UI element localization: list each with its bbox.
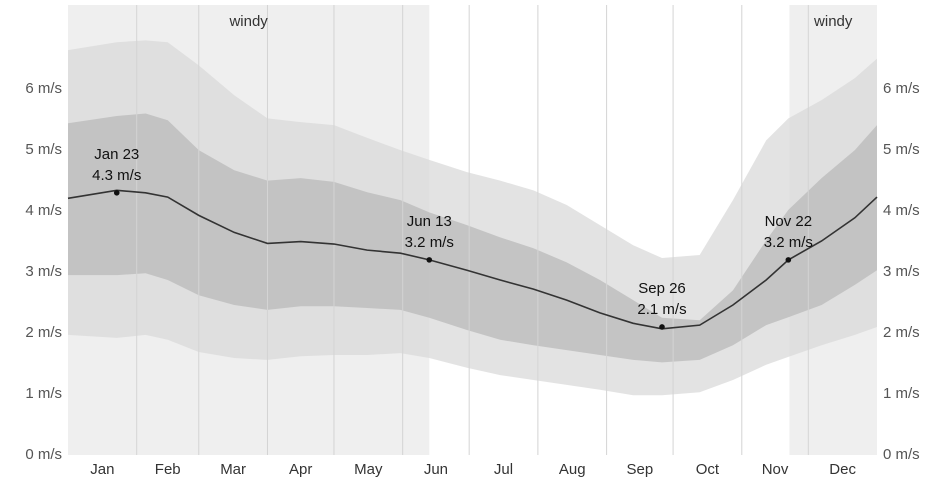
median-line xyxy=(67,189,878,330)
y2-tick-label: 0 m/s xyxy=(883,446,920,463)
region-label: windy xyxy=(228,13,268,30)
annotation-dot xyxy=(113,190,120,196)
y2-tick-label: 1 m/s xyxy=(883,385,920,402)
annotation-value: 4.3 m/s xyxy=(92,167,141,184)
x-tick-label: Nov xyxy=(762,461,789,478)
annotation-date: Nov 22 xyxy=(765,213,813,230)
x-tick-label: Aug xyxy=(559,461,586,478)
y-tick-label: 0 m/s xyxy=(25,446,62,463)
x-tick-label: Apr xyxy=(289,461,312,478)
annotation-date: Jun 13 xyxy=(407,213,452,230)
region-label: windy xyxy=(813,13,853,30)
x-tick-label: Dec xyxy=(829,461,856,478)
y-tick-label: 4 m/s xyxy=(25,202,62,219)
y2-tick-label: 2 m/s xyxy=(883,324,920,341)
x-tick-label: Mar xyxy=(220,461,246,478)
y-tick-label: 5 m/s xyxy=(25,141,62,158)
annotation-value: 3.2 m/s xyxy=(405,234,454,251)
annotation-date: Jan 23 xyxy=(94,146,139,163)
annotation-value: 3.2 m/s xyxy=(764,234,813,251)
y2-tick-label: 3 m/s xyxy=(883,263,920,280)
y-tick-label: 2 m/s xyxy=(25,324,62,341)
annotation-dot xyxy=(659,324,665,330)
x-tick-label: Jun xyxy=(424,461,448,478)
annotation-dot xyxy=(785,257,792,263)
y2-tick-label: 6 m/s xyxy=(883,80,920,97)
x-tick-label: Sep xyxy=(626,461,653,478)
x-tick-label: May xyxy=(354,461,383,478)
percentile-band xyxy=(68,113,877,363)
annotation-value: 2.1 m/s xyxy=(637,301,686,318)
x-tick-label: Oct xyxy=(696,461,720,478)
y-tick-label: 6 m/s xyxy=(25,80,62,97)
y2-tick-label: 4 m/s xyxy=(883,202,920,219)
x-tick-label: Jul xyxy=(494,461,513,478)
x-tick-label: Feb xyxy=(155,461,181,478)
y-tick-label: 3 m/s xyxy=(25,263,62,280)
y-tick-label: 1 m/s xyxy=(25,385,62,402)
annotation-date: Sep 26 xyxy=(638,280,686,297)
y2-tick-label: 5 m/s xyxy=(883,141,920,158)
x-tick-label: Jan xyxy=(90,461,114,478)
annotation-dot xyxy=(426,257,433,263)
